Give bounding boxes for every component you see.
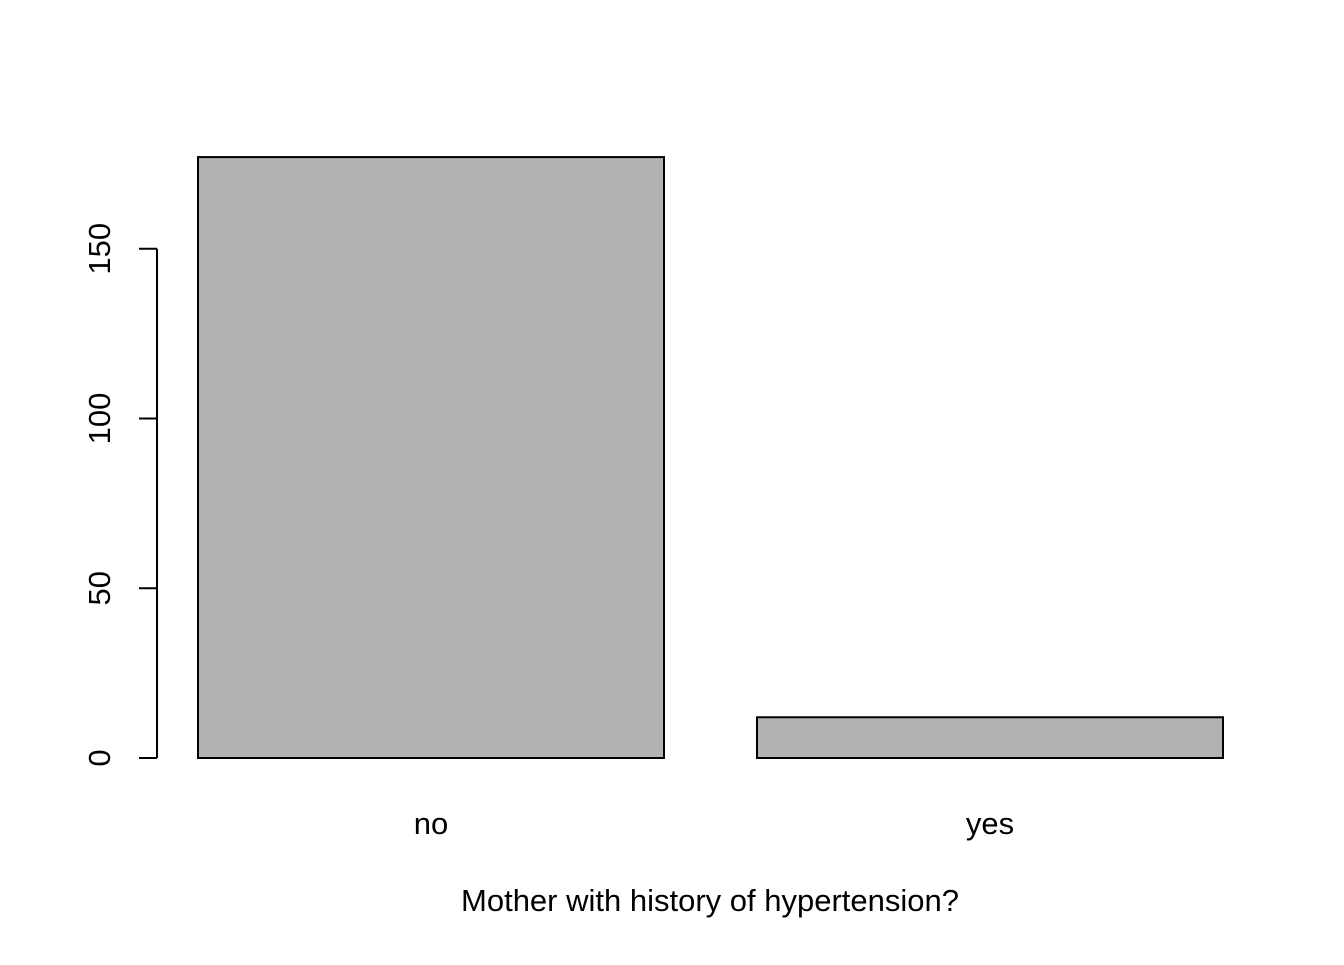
x-tick-labels: no yes bbox=[414, 806, 1014, 841]
y-tick-label: 50 bbox=[82, 571, 117, 605]
y-tick-label: 0 bbox=[82, 749, 117, 766]
y-axis: 0 50 100 150 bbox=[82, 223, 158, 767]
bar-no bbox=[197, 156, 665, 759]
bars-group bbox=[197, 156, 1224, 760]
bar-yes bbox=[756, 716, 1224, 760]
x-tick-label-no: no bbox=[414, 806, 448, 841]
x-axis-title: Mother with history of hypertension? bbox=[461, 883, 959, 918]
x-tick-label-yes: yes bbox=[966, 806, 1014, 841]
y-tick-label: 150 bbox=[82, 223, 117, 275]
y-tick-label: 100 bbox=[82, 393, 117, 445]
